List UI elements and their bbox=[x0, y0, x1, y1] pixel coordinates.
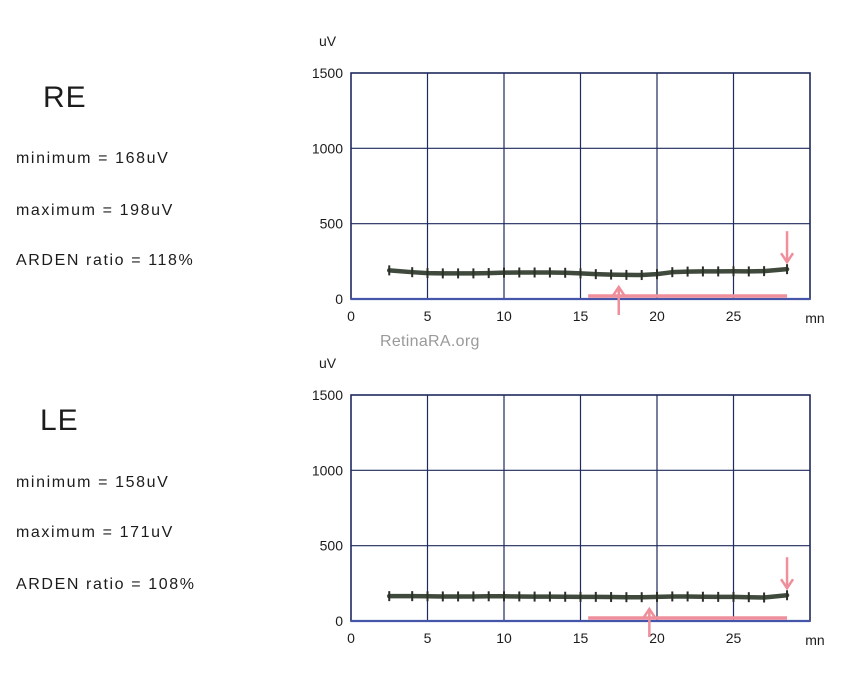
re-peak-arrow-head bbox=[780, 252, 795, 265]
re-xtick-label: 0 bbox=[347, 308, 355, 324]
re-xtick-label: 10 bbox=[496, 308, 512, 324]
le-xtick-label: 20 bbox=[649, 630, 665, 646]
re-maximum: maximum = 198uV bbox=[16, 202, 174, 219]
le-xtick-label: 0 bbox=[347, 630, 355, 646]
re-arden-ratio: ARDEN ratio = 118% bbox=[16, 252, 195, 269]
re-xtick-label: 25 bbox=[726, 308, 742, 324]
left-eye-label: LE bbox=[40, 404, 79, 437]
le-ytick-label: 0 bbox=[335, 613, 343, 629]
le-trace-line bbox=[387, 592, 790, 600]
le-ytick-label: 1000 bbox=[312, 462, 343, 478]
re-xtick-label: 5 bbox=[424, 308, 432, 324]
le-maximum: maximum = 171uV bbox=[16, 524, 174, 541]
re-ytick-label: 1500 bbox=[312, 65, 343, 81]
re-trace-line bbox=[387, 266, 790, 278]
re-y-unit: uV bbox=[319, 33, 337, 49]
le-x-unit: mn bbox=[805, 632, 824, 648]
re-ytick-label: 500 bbox=[320, 216, 344, 232]
re-chart: 0 5 10 15 20 25 mn 0 500 1000 1500 uV bbox=[312, 33, 825, 326]
le-minimum: minimum = 158uV bbox=[16, 474, 170, 491]
re-xtick-label: 20 bbox=[649, 308, 665, 324]
watermark: RetinaRA.org bbox=[380, 333, 480, 350]
le-chart: 0 5 10 15 20 25 mn 0 500 1000 1500 uV bbox=[312, 355, 825, 648]
right-eye-label: RE bbox=[43, 81, 87, 114]
re-x-unit: mn bbox=[805, 310, 824, 326]
re-ytick-label: 0 bbox=[335, 291, 343, 307]
re-xtick-label: 15 bbox=[573, 308, 589, 324]
le-xtick-label: 5 bbox=[424, 630, 432, 646]
re-trough-arrow-head bbox=[611, 284, 626, 297]
le-trough-arrow-head bbox=[642, 606, 657, 619]
le-arden-ratio: ARDEN ratio = 108% bbox=[16, 576, 196, 593]
le-y-unit: uV bbox=[319, 355, 337, 371]
le-xtick-label: 15 bbox=[573, 630, 589, 646]
re-minimum: minimum = 168uV bbox=[16, 150, 170, 167]
le-ytick-label: 500 bbox=[320, 538, 344, 554]
le-xtick-label: 25 bbox=[726, 630, 742, 646]
le-xtick-label: 10 bbox=[496, 630, 512, 646]
re-ytick-label: 1000 bbox=[312, 140, 343, 156]
le-peak-arrow-head bbox=[780, 578, 795, 591]
le-ytick-label: 1500 bbox=[312, 387, 343, 403]
